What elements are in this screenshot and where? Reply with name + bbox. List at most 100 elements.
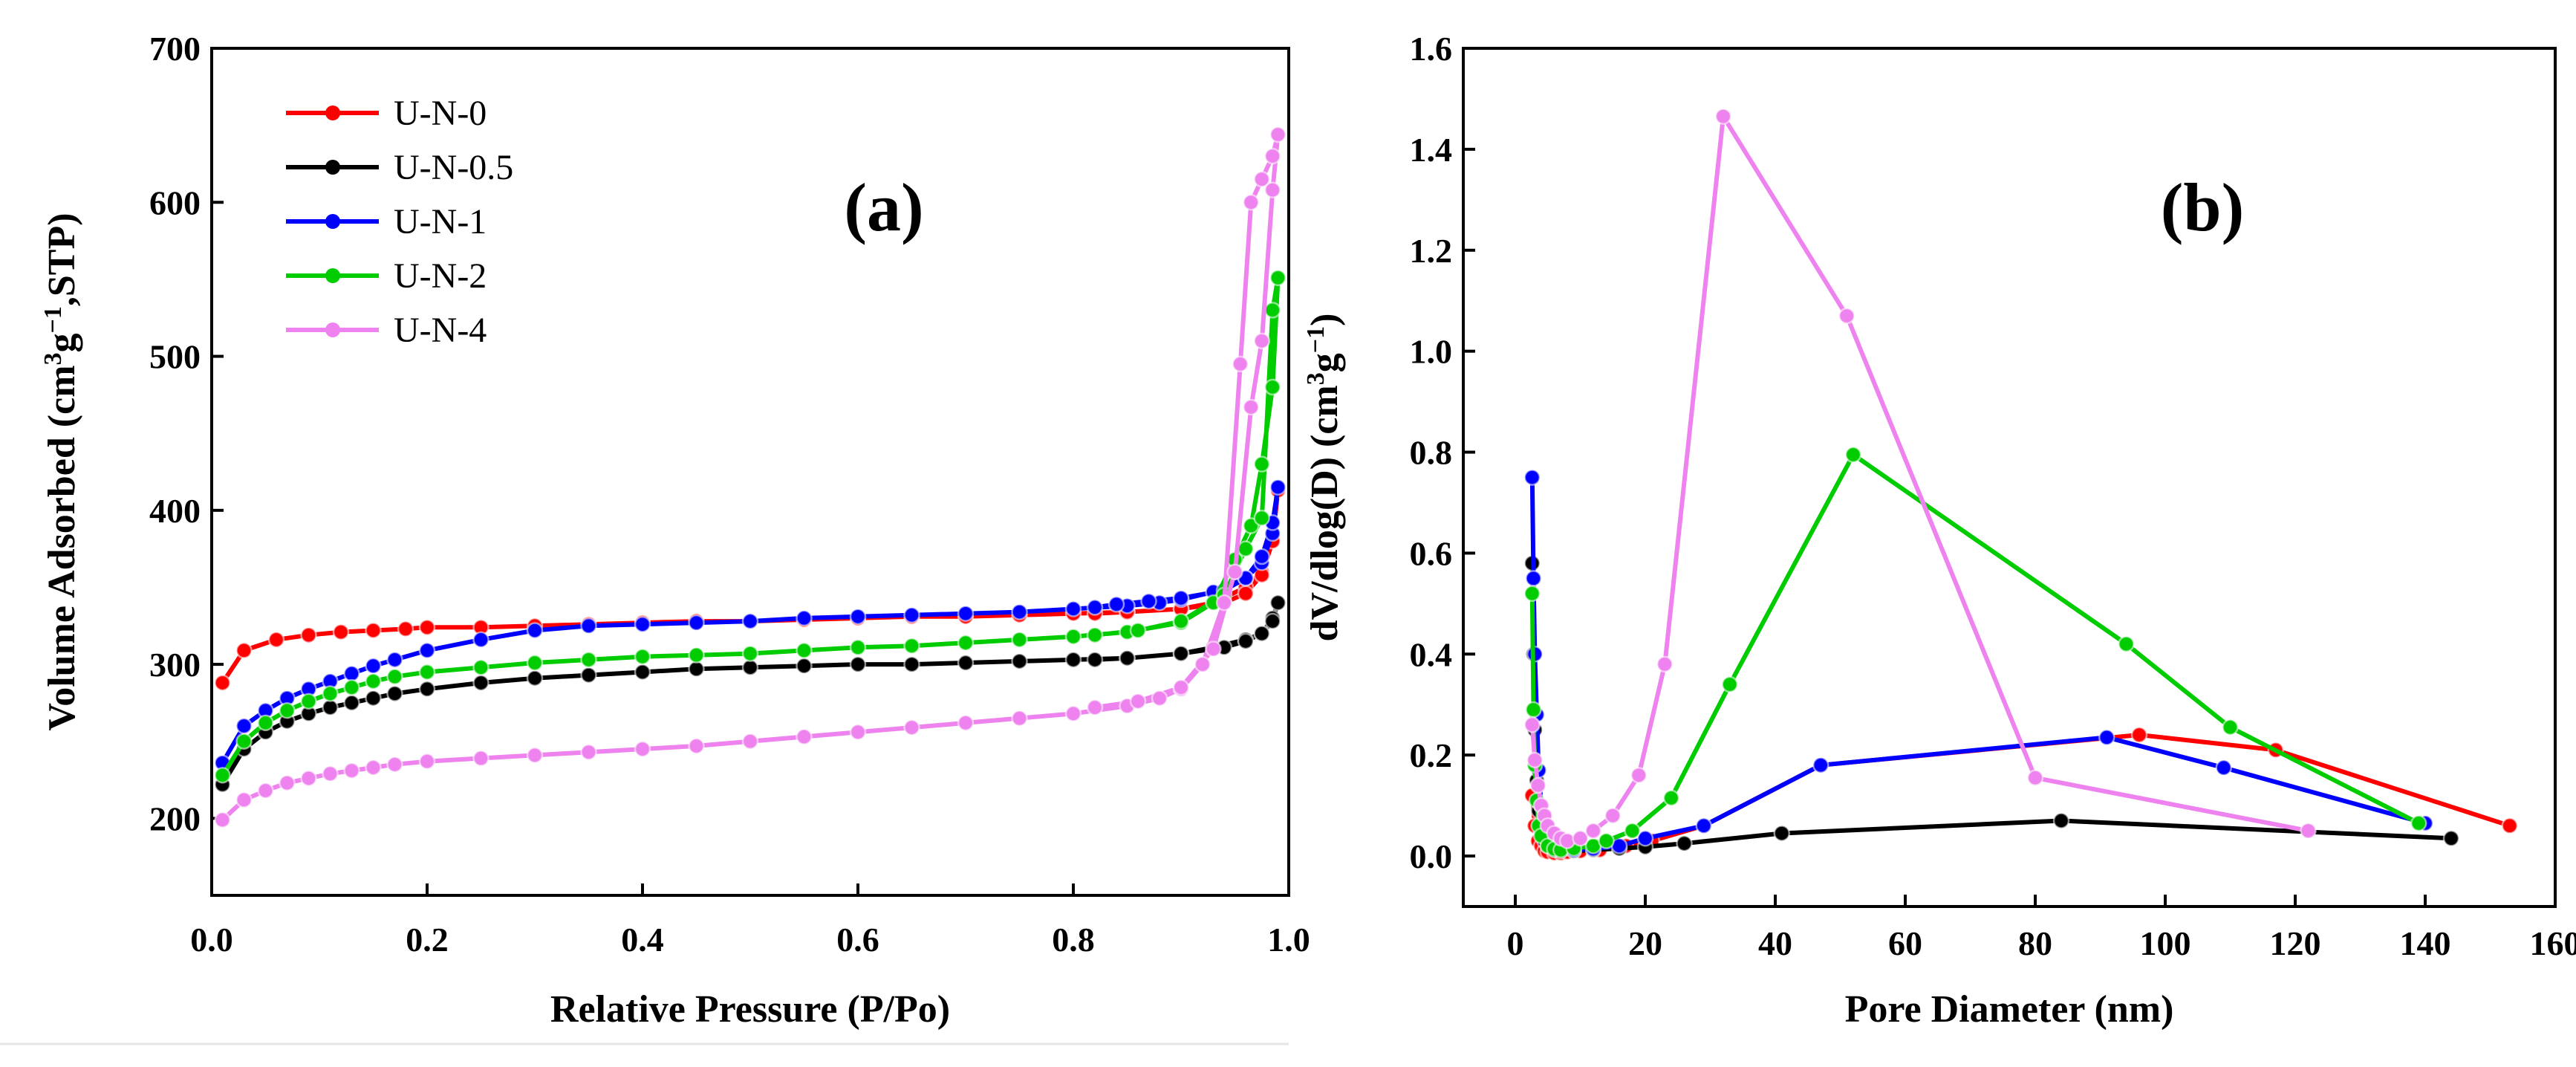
data-point: [300, 693, 317, 710]
data-point: [257, 714, 274, 732]
data-point: [1064, 705, 1082, 722]
data-point: [1269, 269, 1287, 287]
y-axis-title: Volume Adsorbed (cm3g−1,STP): [39, 213, 84, 730]
data-point: [2118, 635, 2135, 652]
data-point: [472, 674, 489, 692]
data-point: [580, 667, 597, 684]
legend-label: U-N-2: [394, 256, 487, 296]
x-tick-label: 1.0: [1267, 921, 1310, 959]
y-tick-label: 1.4: [1410, 131, 1453, 169]
data-point: [957, 605, 975, 622]
series-u-n-0-5: [214, 594, 1287, 794]
legend-label: U-N-4: [394, 311, 487, 350]
data-point: [957, 634, 975, 652]
y-tick-label: 1.2: [1410, 232, 1453, 270]
data-point: [365, 759, 382, 776]
y-tick-label: 0.4: [1410, 635, 1453, 673]
data-point: [386, 651, 403, 669]
data-point: [1269, 479, 1287, 496]
data-point: [386, 668, 403, 685]
data-point: [741, 612, 759, 630]
data-point: [386, 685, 403, 702]
data-point: [634, 615, 651, 633]
data-point: [1140, 592, 1157, 610]
data-point: [688, 614, 705, 632]
data-point: [1151, 690, 1168, 707]
data-point: [365, 657, 382, 675]
data-point: [1264, 302, 1281, 319]
data-point: [1264, 612, 1281, 630]
data-point: [526, 669, 544, 687]
series-u-n-2: [214, 269, 1287, 784]
data-point: [1721, 675, 1738, 693]
data-point: [1237, 540, 1255, 557]
panel-a-isotherms: 0.0 0.2 0.4 0.6 0.8 1.0 200 300 400 500 600 700 Rela…: [39, 30, 1310, 1031]
x-axis-title: Relative Pressure (P/Po): [550, 988, 950, 1031]
data-point: [1584, 822, 1602, 840]
data-point: [1086, 698, 1104, 716]
panel-b-pore-size-distribution: 0 20 40 60 80 100 120 140 160 0.0 0.2 0.4 0.6 0.8 1.0 1…: [1302, 30, 2576, 1031]
data-point: [580, 651, 597, 669]
data-point: [2222, 719, 2239, 736]
data-point: [1215, 594, 1233, 612]
y-tick-label: 0.0: [1410, 837, 1453, 875]
data-point: [267, 631, 285, 649]
panel-label: (a): [844, 169, 923, 245]
y-tick-label: 300: [149, 646, 201, 684]
data-point: [1253, 455, 1270, 473]
data-point: [2098, 729, 2115, 746]
legend-marker: [325, 322, 340, 337]
data-point: [526, 622, 544, 639]
data-point: [1205, 640, 1222, 658]
data-point: [365, 672, 382, 690]
data-point: [1695, 817, 1712, 834]
data-point: [526, 747, 544, 764]
x-tick-label: 0.6: [836, 921, 879, 959]
x-tick-label: 140: [2400, 924, 2451, 962]
data-point: [1172, 612, 1190, 630]
y-tick-label: 0.2: [1410, 736, 1453, 774]
y-tick-label: 0.8: [1410, 434, 1453, 472]
data-point: [1523, 469, 1541, 486]
y-tick-label: 1.0: [1410, 333, 1453, 371]
legend-label: U-N-1: [394, 202, 487, 241]
legend-marker: [325, 268, 340, 283]
data-point: [1064, 600, 1082, 617]
data-point: [1086, 651, 1104, 669]
data-point: [741, 645, 759, 662]
data-point: [365, 690, 382, 707]
x-tick-label: 160: [2530, 924, 2576, 962]
data-point: [235, 791, 253, 808]
data-point: [1086, 599, 1104, 616]
data-point: [418, 664, 436, 681]
x-tick-label: 0.4: [621, 921, 664, 959]
data-point: [1525, 701, 1542, 719]
data-point: [1119, 649, 1136, 667]
data-point: [1624, 822, 1641, 840]
data-point: [1064, 651, 1082, 669]
data-point: [418, 642, 436, 659]
data-point: [1237, 585, 1255, 602]
data-point: [1269, 594, 1287, 612]
data-point: [322, 765, 339, 782]
data-point: [1264, 378, 1281, 396]
data-point: [1714, 108, 1732, 125]
data-point: [418, 753, 436, 770]
data-point: [1662, 789, 1680, 807]
y-tick-label: 400: [149, 492, 201, 530]
data-point: [634, 664, 651, 681]
x-axis-title: Pore Diameter (nm): [1845, 988, 2174, 1031]
panel-label: (b): [2161, 169, 2244, 245]
x-tick-label: 0.2: [406, 921, 449, 959]
data-point: [796, 609, 813, 627]
plot-frame: [1462, 47, 2557, 908]
data-point: [1636, 830, 1654, 847]
data-point: [235, 642, 253, 659]
y-tick-label: 0.6: [1410, 534, 1453, 572]
data-point: [1812, 756, 1829, 774]
y-tick-label: 1.6: [1410, 30, 1453, 68]
data-point: [688, 646, 705, 664]
data-point: [1269, 126, 1287, 143]
legend-marker: [325, 160, 340, 175]
